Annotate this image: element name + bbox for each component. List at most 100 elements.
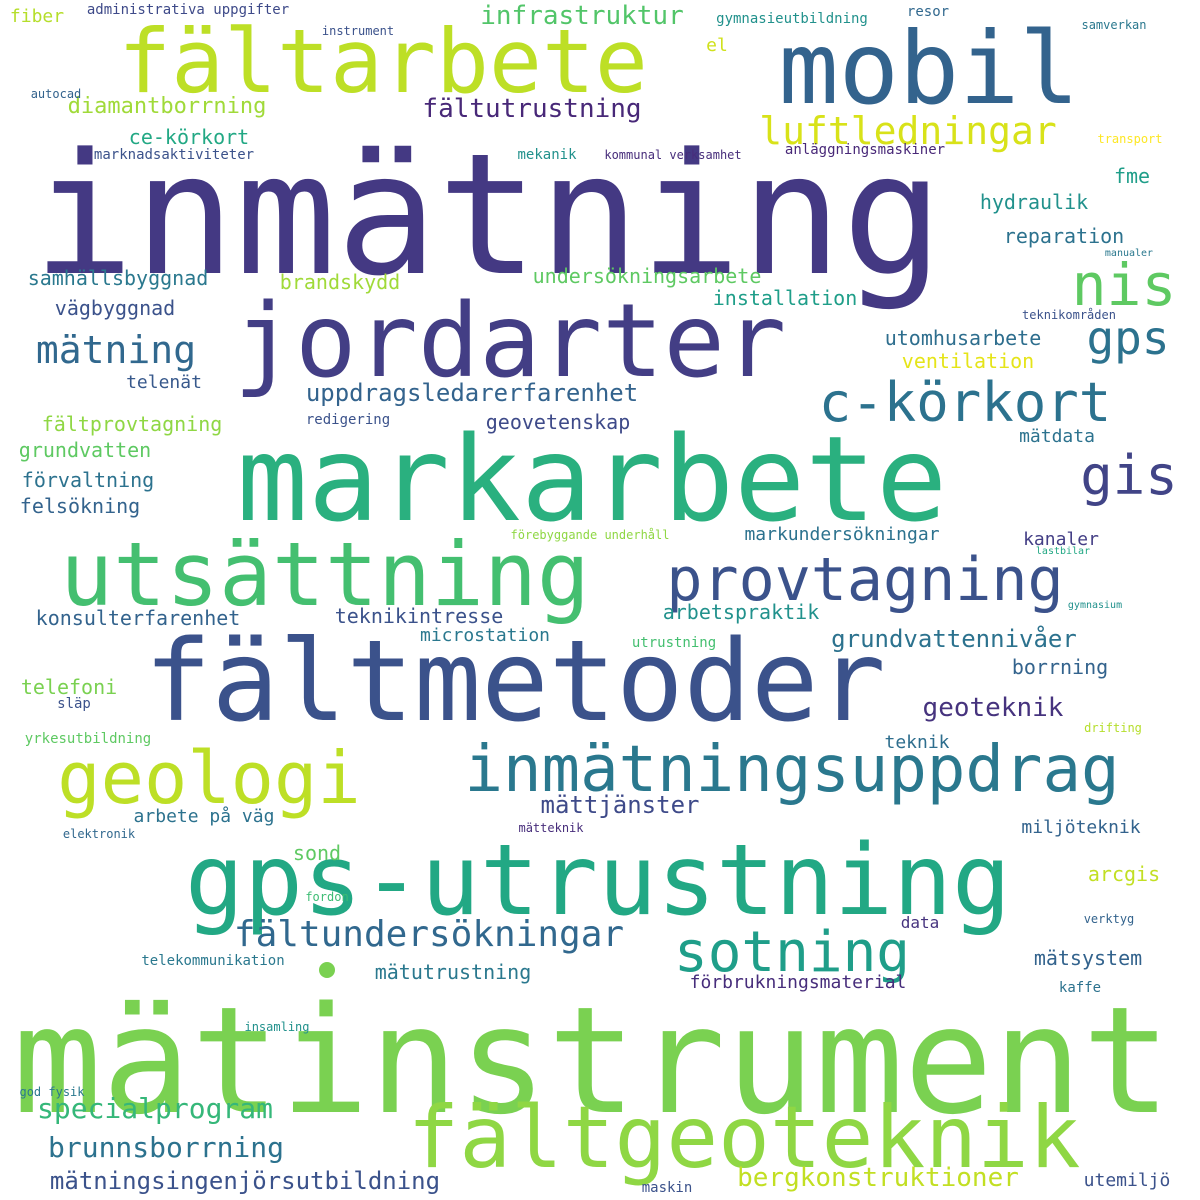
cloud-word-telenat: telenät bbox=[126, 372, 202, 393]
cloud-word-matningsingenjorsutbildning: mätningsingenjörsutbildning bbox=[49, 1167, 441, 1195]
cloud-word-c-korkort: c-körkort bbox=[818, 371, 1112, 434]
cloud-word-provtagning: provtagning bbox=[666, 545, 1064, 615]
cloud-word-luftledningar: luftledningar bbox=[759, 109, 1057, 153]
cloud-word-data: data bbox=[900, 913, 940, 932]
cloud-word-maskin: maskin bbox=[641, 1180, 693, 1196]
cloud-word-mobil: mobil bbox=[778, 10, 1080, 127]
cloud-word-kommunal-verksamhet: kommunal verksamhet bbox=[604, 148, 742, 162]
cloud-word-resor: resor bbox=[906, 4, 950, 20]
cloud-word-ce-korkort: ce-körkort bbox=[128, 125, 250, 149]
cloud-word-matdata: mätdata bbox=[1019, 426, 1095, 447]
cloud-word-specialprogram: specialprogram bbox=[36, 1092, 274, 1125]
cloud-word-matutrustning: mätutrustning bbox=[374, 960, 532, 984]
cloud-word-utemiljo: utemiljö bbox=[1083, 1170, 1171, 1191]
cloud-word-marknadsaktiviteter: marknadsaktiviteter bbox=[93, 147, 255, 163]
cloud-word-arcgis: arcgis bbox=[1087, 862, 1161, 886]
decorative-dot bbox=[319, 962, 335, 978]
cloud-word-nis: nis bbox=[1071, 251, 1177, 319]
cloud-word-faltutrustning: fältutrustning bbox=[422, 94, 642, 124]
cloud-word-reparation: reparation bbox=[1003, 224, 1125, 248]
cloud-word-markundersokningar: markundersökningar bbox=[744, 524, 940, 545]
cloud-word-administrativa-uppgifter: administrativa uppgifter bbox=[86, 2, 290, 18]
cloud-word-miljoteknik: miljöteknik bbox=[1021, 817, 1141, 838]
cloud-word-microstation: microstation bbox=[419, 625, 551, 646]
cloud-word-samverkan: samverkan bbox=[1081, 18, 1147, 32]
cloud-word-faltprovtagning: fältprovtagning bbox=[41, 412, 223, 436]
cloud-word-gis: gis bbox=[1080, 444, 1178, 507]
cloud-word-sotning: sotning bbox=[673, 920, 911, 985]
cloud-word-gps-utrustning: gps-utrustning bbox=[184, 824, 1012, 938]
cloud-word-telefoni: telefoni bbox=[20, 675, 118, 699]
cloud-word-felsokning: felsökning bbox=[19, 494, 141, 518]
cloud-word-el: el bbox=[706, 35, 728, 56]
cloud-word-fordon: fordon bbox=[305, 890, 349, 904]
cloud-word-manualer: manualer bbox=[1104, 248, 1154, 259]
cloud-word-inmatning: inmätning bbox=[32, 117, 944, 313]
cloud-word-god-fysik: god fysik bbox=[19, 1085, 85, 1099]
cloud-word-teknikintresse: teknikintresse bbox=[334, 604, 504, 628]
cloud-word-drifting: drifting bbox=[1084, 721, 1142, 735]
cloud-word-arbete-pa-vag: arbete på väg bbox=[133, 806, 275, 827]
cloud-word-gymnasieutbildning: gymnasieutbildning bbox=[716, 11, 868, 27]
cloud-word-infrastruktur: infrastruktur bbox=[480, 1, 684, 31]
cloud-word-mekanik: mekanik bbox=[517, 147, 577, 163]
cloud-word-insamling: insamling bbox=[244, 1020, 310, 1034]
cloud-word-vagbyggnad: vägbyggnad bbox=[54, 296, 176, 320]
cloud-word-anlaggningsmaskiner: anläggningsmaskiner bbox=[784, 142, 946, 158]
cloud-word-forbrukningsmaterial: förbrukningsmaterial bbox=[689, 972, 907, 993]
cloud-word-uppdragsledarerfarenhet: uppdragsledarerfarenhet bbox=[305, 379, 639, 407]
cloud-word-undersokningsarbete: undersökningsarbete bbox=[532, 264, 762, 288]
cloud-word-geologi: geologi bbox=[57, 736, 361, 820]
cloud-word-ventilation: ventilation bbox=[901, 349, 1035, 373]
cloud-word-brandskydd: brandskydd bbox=[279, 270, 401, 294]
cloud-word-teknikomraden: teknikområden bbox=[1022, 308, 1116, 322]
cloud-word-mattjanster: mättjänster bbox=[540, 791, 700, 819]
cloud-word-matsystem: mätsystem bbox=[1033, 946, 1143, 970]
cloud-word-matteknik: mätteknik bbox=[518, 821, 584, 835]
cloud-word-faltmetoder: fältmetoder bbox=[144, 617, 886, 747]
cloud-word-samhallsbyggnad: samhällsbyggnad bbox=[27, 266, 209, 290]
cloud-word-autocad: autocad bbox=[30, 87, 82, 101]
cloud-word-yrkesutbildning: yrkesutbildning bbox=[24, 731, 152, 747]
cloud-word-sond: sond bbox=[292, 841, 342, 865]
cloud-word-gps: gps bbox=[1086, 311, 1170, 365]
cloud-word-bergkonstruktioner: bergkonstruktioner bbox=[737, 1163, 1019, 1193]
cloud-word-verktyg: verktyg bbox=[1083, 912, 1135, 926]
cloud-word-markarbete: markarbete bbox=[236, 410, 948, 548]
cloud-word-fiber: fiber bbox=[9, 6, 65, 27]
cloud-word-inmatningsuppdrag: inmätningsuppdrag bbox=[464, 733, 1120, 807]
cloud-word-arbetspraktik: arbetspraktik bbox=[662, 600, 820, 624]
cloud-word-utsattning: utsättning bbox=[60, 523, 590, 626]
cloud-word-teknik: teknik bbox=[884, 732, 950, 753]
cloud-word-geoteknik: geoteknik bbox=[922, 693, 1064, 723]
cloud-word-matning: mätning bbox=[35, 328, 197, 372]
cloud-word-faltarbete: fältarbete bbox=[118, 10, 648, 113]
cloud-word-diamantborrning: diamantborrning bbox=[67, 94, 267, 119]
cloud-word-forvaltning: förvaltning bbox=[21, 468, 155, 492]
cloud-word-transport: transport bbox=[1097, 132, 1163, 146]
cloud-word-matinstrument: mätinstrument bbox=[12, 975, 1172, 1147]
cloud-word-grundvattennivaer: grundvattennivåer bbox=[831, 625, 1077, 653]
cloud-word-fme: fme bbox=[1113, 164, 1151, 188]
cloud-word-faltundersokningar: fältundersökningar bbox=[233, 914, 625, 955]
cloud-word-redigering: redigering bbox=[305, 412, 391, 428]
cloud-word-konsulterfarenhet: konsulterfarenhet bbox=[35, 606, 241, 630]
cloud-word-gymnasium: gymnasium bbox=[1067, 600, 1123, 611]
cloud-word-faltgeoteknik: fältgeoteknik bbox=[407, 1088, 1081, 1188]
cloud-word-utomhusarbete: utomhusarbete bbox=[884, 326, 1042, 350]
cloud-word-utrustning: utrustning bbox=[631, 635, 717, 651]
cloud-word-borrning: borrning bbox=[1011, 655, 1109, 679]
cloud-word-kaffe: kaffe bbox=[1058, 980, 1102, 996]
cloud-word-grundvatten: grundvatten bbox=[18, 438, 152, 462]
cloud-word-slap: släp bbox=[57, 696, 91, 712]
cloud-word-elektronik: elektronik bbox=[62, 827, 136, 841]
cloud-word-brunnsborrning: brunnsborrning bbox=[47, 1131, 285, 1164]
cloud-word-lastbilar: lastbilar bbox=[1035, 546, 1091, 557]
cloud-word-jordarter: jordarter bbox=[233, 282, 787, 401]
cloud-word-kanaler: kanaler bbox=[1023, 529, 1099, 550]
cloud-word-telekommunikation: telekommunikation bbox=[141, 953, 285, 969]
cloud-word-installation: installation bbox=[712, 286, 858, 310]
cloud-word-hydraulik: hydraulik bbox=[979, 190, 1089, 214]
cloud-word-instrument: instrument bbox=[321, 24, 395, 38]
